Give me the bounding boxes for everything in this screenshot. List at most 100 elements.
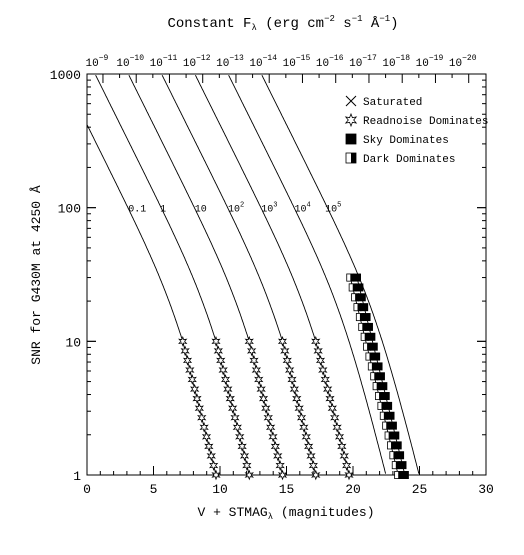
readnoise-marker xyxy=(330,412,340,424)
readnoise-marker xyxy=(194,402,204,414)
series-label: 105 xyxy=(325,202,341,216)
top-tick-label: 10−14 xyxy=(249,54,277,70)
readnoise-marker xyxy=(206,450,216,462)
readnoise-marker xyxy=(256,383,266,395)
dark-marker-fill xyxy=(383,412,388,420)
top-tick-label: 10−10 xyxy=(116,54,144,70)
readnoise-marker xyxy=(294,402,304,414)
readnoise-marker xyxy=(287,374,297,385)
series-label: 102 xyxy=(228,202,244,216)
sky-marker xyxy=(379,382,388,391)
readnoise-marker xyxy=(273,450,283,462)
readnoise-marker xyxy=(223,383,233,395)
sky-marker xyxy=(360,303,369,312)
readnoise-marker xyxy=(232,421,242,433)
readnoise-marker xyxy=(235,431,245,443)
readnoise-marker xyxy=(325,393,335,404)
readnoise-marker xyxy=(282,355,292,366)
dark-marker-fill xyxy=(395,461,400,469)
readnoise-marker xyxy=(337,441,347,452)
dark-marker-fill xyxy=(352,283,357,292)
top-tick-label: 10−15 xyxy=(283,54,311,70)
y-tick-label: 1 xyxy=(73,469,81,484)
readnoise-marker xyxy=(242,460,252,471)
dark-marker-fill xyxy=(386,422,390,430)
readnoise-marker xyxy=(190,383,200,395)
readnoise-marker xyxy=(292,393,302,404)
legend-saturated-marker xyxy=(345,95,357,107)
readnoise-marker xyxy=(327,402,337,414)
readnoise-marker xyxy=(199,421,209,433)
series-label: 1 xyxy=(160,205,166,216)
readnoise-marker xyxy=(228,402,238,414)
dark-marker-fill xyxy=(379,392,383,400)
x-tick-label: 10 xyxy=(212,482,228,497)
readnoise-marker xyxy=(266,421,276,433)
sky-marker xyxy=(352,273,361,282)
readnoise-marker xyxy=(251,364,261,376)
legend-label: Dark Dominates xyxy=(363,154,455,166)
readnoise-marker xyxy=(285,364,295,376)
sky-marker xyxy=(396,451,405,460)
dark-marker-fill xyxy=(350,273,354,282)
readnoise-marker xyxy=(301,431,311,443)
readnoise-marker xyxy=(216,355,226,366)
sky-marker xyxy=(369,342,378,351)
x-tick-label: 0 xyxy=(83,482,91,497)
readnoise-marker xyxy=(178,335,188,347)
chart-title: Constant Fλ (erg cm−2 s−1 Å−1) xyxy=(167,14,398,33)
dark-marker-fill xyxy=(376,382,381,390)
readnoise-marker xyxy=(187,374,197,385)
readnoise-marker xyxy=(249,355,259,366)
sky-marker xyxy=(372,352,381,361)
dark-marker-fill xyxy=(388,431,393,440)
readnoise-marker xyxy=(315,355,326,366)
dark-marker-fill xyxy=(391,441,395,449)
dark-marker-fill xyxy=(359,313,364,321)
readnoise-marker xyxy=(320,374,330,385)
series-line xyxy=(261,74,420,474)
readnoise-marker xyxy=(261,402,271,414)
y-tick-label: 10 xyxy=(65,335,81,350)
readnoise-marker xyxy=(201,431,212,443)
legend-readnoise-marker xyxy=(344,112,358,128)
readnoise-marker xyxy=(344,469,354,481)
readnoise-marker xyxy=(334,431,345,443)
legend: Saturated Readnoise Dominates Sky Dominate… xyxy=(344,95,488,166)
top-tick-label: 10−13 xyxy=(216,54,244,70)
series-line xyxy=(95,74,216,340)
readnoise-marker xyxy=(270,441,280,452)
sky-marker xyxy=(367,332,376,341)
readnoise-marker xyxy=(244,469,254,481)
readnoise-marker xyxy=(211,469,221,481)
readnoise-marker xyxy=(239,450,250,462)
top-tick-label: 10−17 xyxy=(349,54,377,70)
x-tick-label: 25 xyxy=(412,482,428,497)
dark-marker-fill xyxy=(381,402,386,410)
readnoise-marker xyxy=(313,345,323,357)
series-line xyxy=(195,74,316,340)
readnoise-marker xyxy=(277,335,288,347)
legend-sky-marker xyxy=(345,133,357,145)
readnoise-marker xyxy=(237,441,247,452)
top-tick-label: 10−12 xyxy=(183,54,211,70)
series-label: 0.1 xyxy=(128,205,146,216)
sky-marker xyxy=(386,411,395,420)
readnoise-marker xyxy=(304,441,314,452)
readnoise-marker xyxy=(218,364,228,376)
series-line xyxy=(161,74,283,340)
readnoise-marker xyxy=(296,412,307,424)
readnoise-marker xyxy=(182,355,193,366)
sky-marker xyxy=(388,421,397,430)
x-tick-label: 15 xyxy=(279,482,295,497)
readnoise-marker xyxy=(263,412,273,424)
top-tick-label: 10−16 xyxy=(316,54,344,70)
readnoise-marker xyxy=(323,383,333,395)
series-label: 103 xyxy=(261,202,277,216)
readnoise-marker xyxy=(342,460,352,471)
readnoise-marker xyxy=(180,345,190,357)
legend-dark-marker-fill xyxy=(351,153,356,163)
x-tick-label: 20 xyxy=(345,482,361,497)
readnoise-marker xyxy=(220,374,231,385)
